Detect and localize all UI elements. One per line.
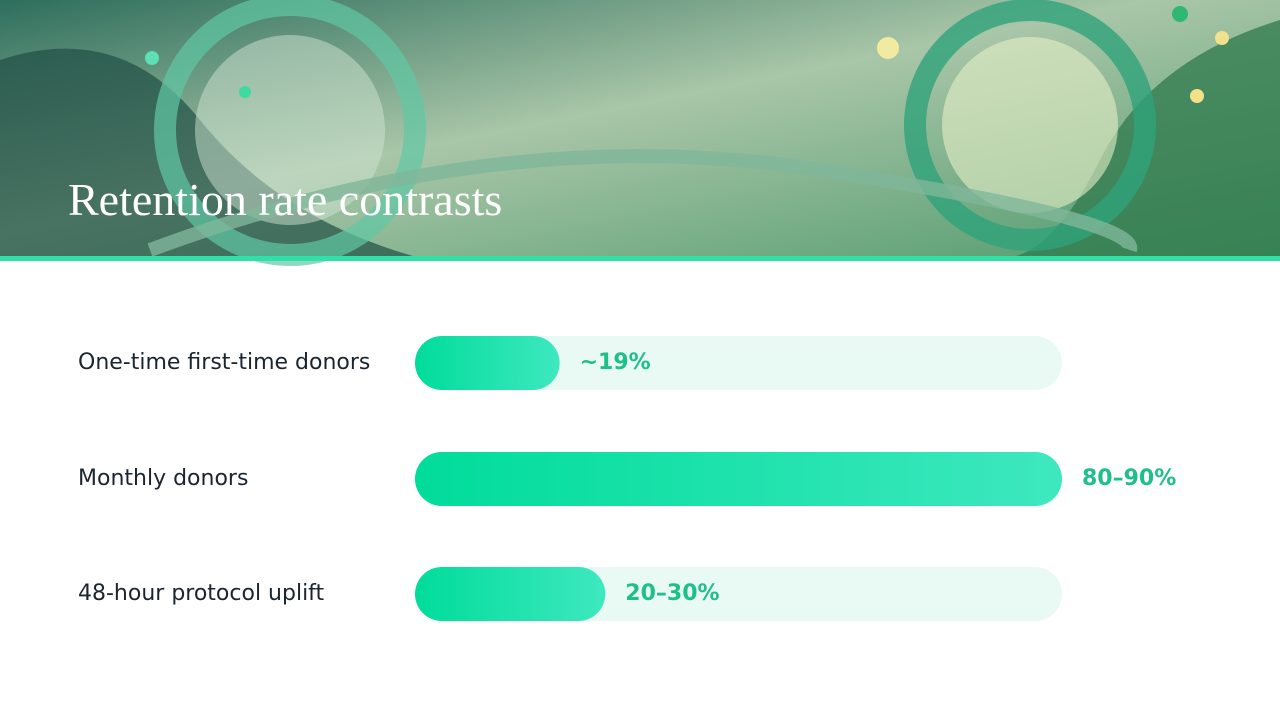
category-label: Monthly donors [78,466,248,491]
value-label: 20–30% [625,581,719,606]
category-label: 48-hour protocol uplift [78,581,325,606]
bar-track [415,336,1062,390]
bar [415,452,1062,506]
value-label: ~19% [580,350,651,375]
slide-title: Retention rate contrasts [68,174,502,225]
banner-rule [0,256,1280,261]
bar [415,336,560,390]
bar [415,567,606,621]
banner: Retention rate contrasts [0,0,1280,266]
plot: One-time first-time donors ~19% Monthly do… [78,336,1176,621]
category-label: One-time first-time donors [78,350,370,375]
value-label: 80–90% [1082,466,1176,491]
